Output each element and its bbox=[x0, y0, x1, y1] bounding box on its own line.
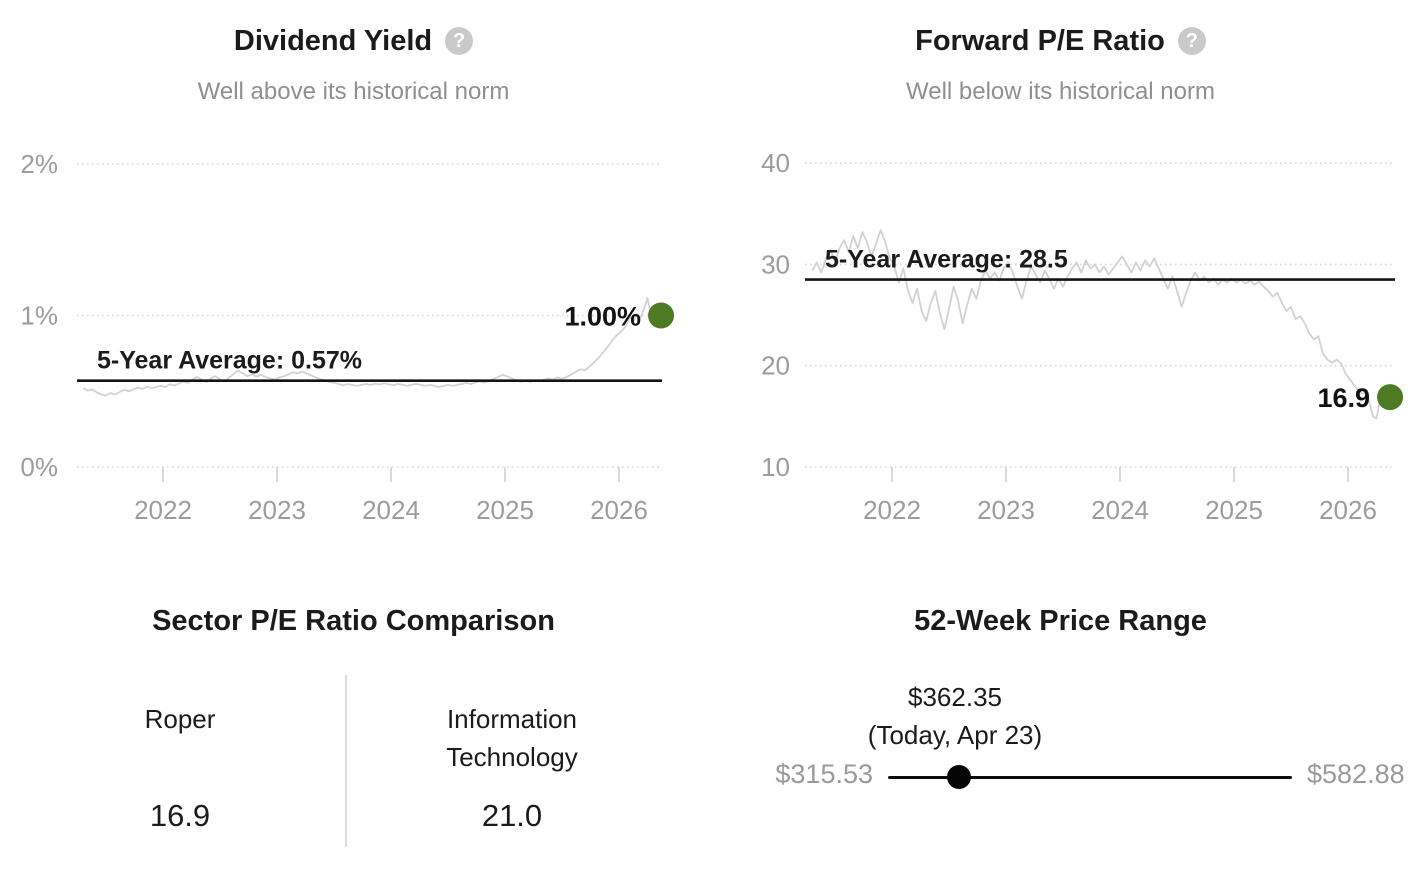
company-pe-value: 16.9 bbox=[149, 798, 211, 833]
svg-text:2024: 2024 bbox=[362, 495, 420, 525]
price-range-handle[interactable] bbox=[946, 765, 971, 789]
dividend-yield-title: Dividend Yield bbox=[233, 25, 433, 57]
dividend-yield-header: Dividend Yield ? bbox=[0, 0, 707, 60]
sector-column-company: Roper 16.9 bbox=[70, 700, 290, 834]
current-price-value: $362.35 bbox=[908, 682, 1002, 712]
svg-text:2025: 2025 bbox=[1205, 495, 1263, 525]
price-range-high: $582.88 bbox=[1307, 759, 1405, 789]
dividend-yield-panel: Dividend Yield ? Well above its historic… bbox=[0, 0, 707, 560]
company-name-label: Roper bbox=[144, 704, 216, 734]
current-price-block: $362.35 (Today, Apr 23) bbox=[805, 678, 1105, 754]
svg-text:0%: 0% bbox=[20, 452, 58, 482]
help-icon[interactable]: ? bbox=[1177, 27, 1206, 55]
forward-pe-chart: 10 20 30 40 2022 2023 2024 2025 2026 5-Year Avera… bbox=[761, 148, 1404, 525]
svg-text:20: 20 bbox=[761, 351, 790, 381]
sector-column-industry: Information Technology 21.0 bbox=[402, 700, 622, 834]
forward-pe-subtitle: Well below its historical norm bbox=[906, 78, 1215, 105]
current-price-date: (Today, Apr 23) bbox=[867, 720, 1043, 750]
svg-text:16.9: 16.9 bbox=[1317, 383, 1370, 413]
svg-text:2026: 2026 bbox=[1319, 495, 1377, 525]
svg-text:5-Year Average: 28.5: 5-Year Average: 28.5 bbox=[825, 246, 1068, 274]
industry-pe-value: 21.0 bbox=[481, 798, 543, 833]
svg-text:2023: 2023 bbox=[977, 495, 1035, 525]
industry-name-label: Information Technology bbox=[446, 704, 578, 772]
svg-text:10: 10 bbox=[761, 452, 790, 482]
sector-comparison-panel: Sector P/E Ratio Comparison Roper 16.9 I… bbox=[0, 560, 707, 870]
svg-text:2022: 2022 bbox=[863, 495, 921, 525]
sector-comparison-title: Sector P/E Ratio Comparison bbox=[152, 605, 555, 637]
forward-pe-panel: Forward P/E Ratio ? Well below its histo… bbox=[707, 0, 1414, 560]
svg-text:2025: 2025 bbox=[476, 495, 534, 525]
forward-pe-title: Forward P/E Ratio bbox=[915, 25, 1165, 57]
svg-text:2024: 2024 bbox=[1091, 495, 1149, 525]
svg-text:5-Year Average: 0.57%: 5-Year Average: 0.57% bbox=[97, 347, 362, 375]
svg-text:2026: 2026 bbox=[590, 495, 648, 525]
svg-text:2022: 2022 bbox=[134, 495, 192, 525]
svg-text:30: 30 bbox=[761, 249, 790, 279]
price-range-title: 52-Week Price Range bbox=[914, 605, 1207, 637]
svg-text:40: 40 bbox=[761, 148, 790, 178]
svg-text:1.00%: 1.00% bbox=[564, 302, 641, 332]
svg-text:2%: 2% bbox=[20, 149, 58, 179]
price-range-panel: 52-Week Price Range $362.35 (Today, Apr … bbox=[707, 560, 1414, 870]
column-divider bbox=[345, 675, 347, 847]
svg-text:1%: 1% bbox=[20, 301, 58, 331]
price-range-track bbox=[888, 776, 1292, 779]
dividend-yield-subtitle: Well above its historical norm bbox=[197, 78, 510, 105]
help-icon[interactable]: ? bbox=[445, 27, 474, 55]
forward-pe-header: Forward P/E Ratio ? bbox=[707, 0, 1414, 60]
svg-text:2023: 2023 bbox=[248, 495, 306, 525]
price-range-low: $315.53 bbox=[775, 759, 873, 789]
dividend-yield-chart: 0% 1% 2% 2022 2023 2024 2025 2026 5-Year Average… bbox=[20, 149, 675, 525]
